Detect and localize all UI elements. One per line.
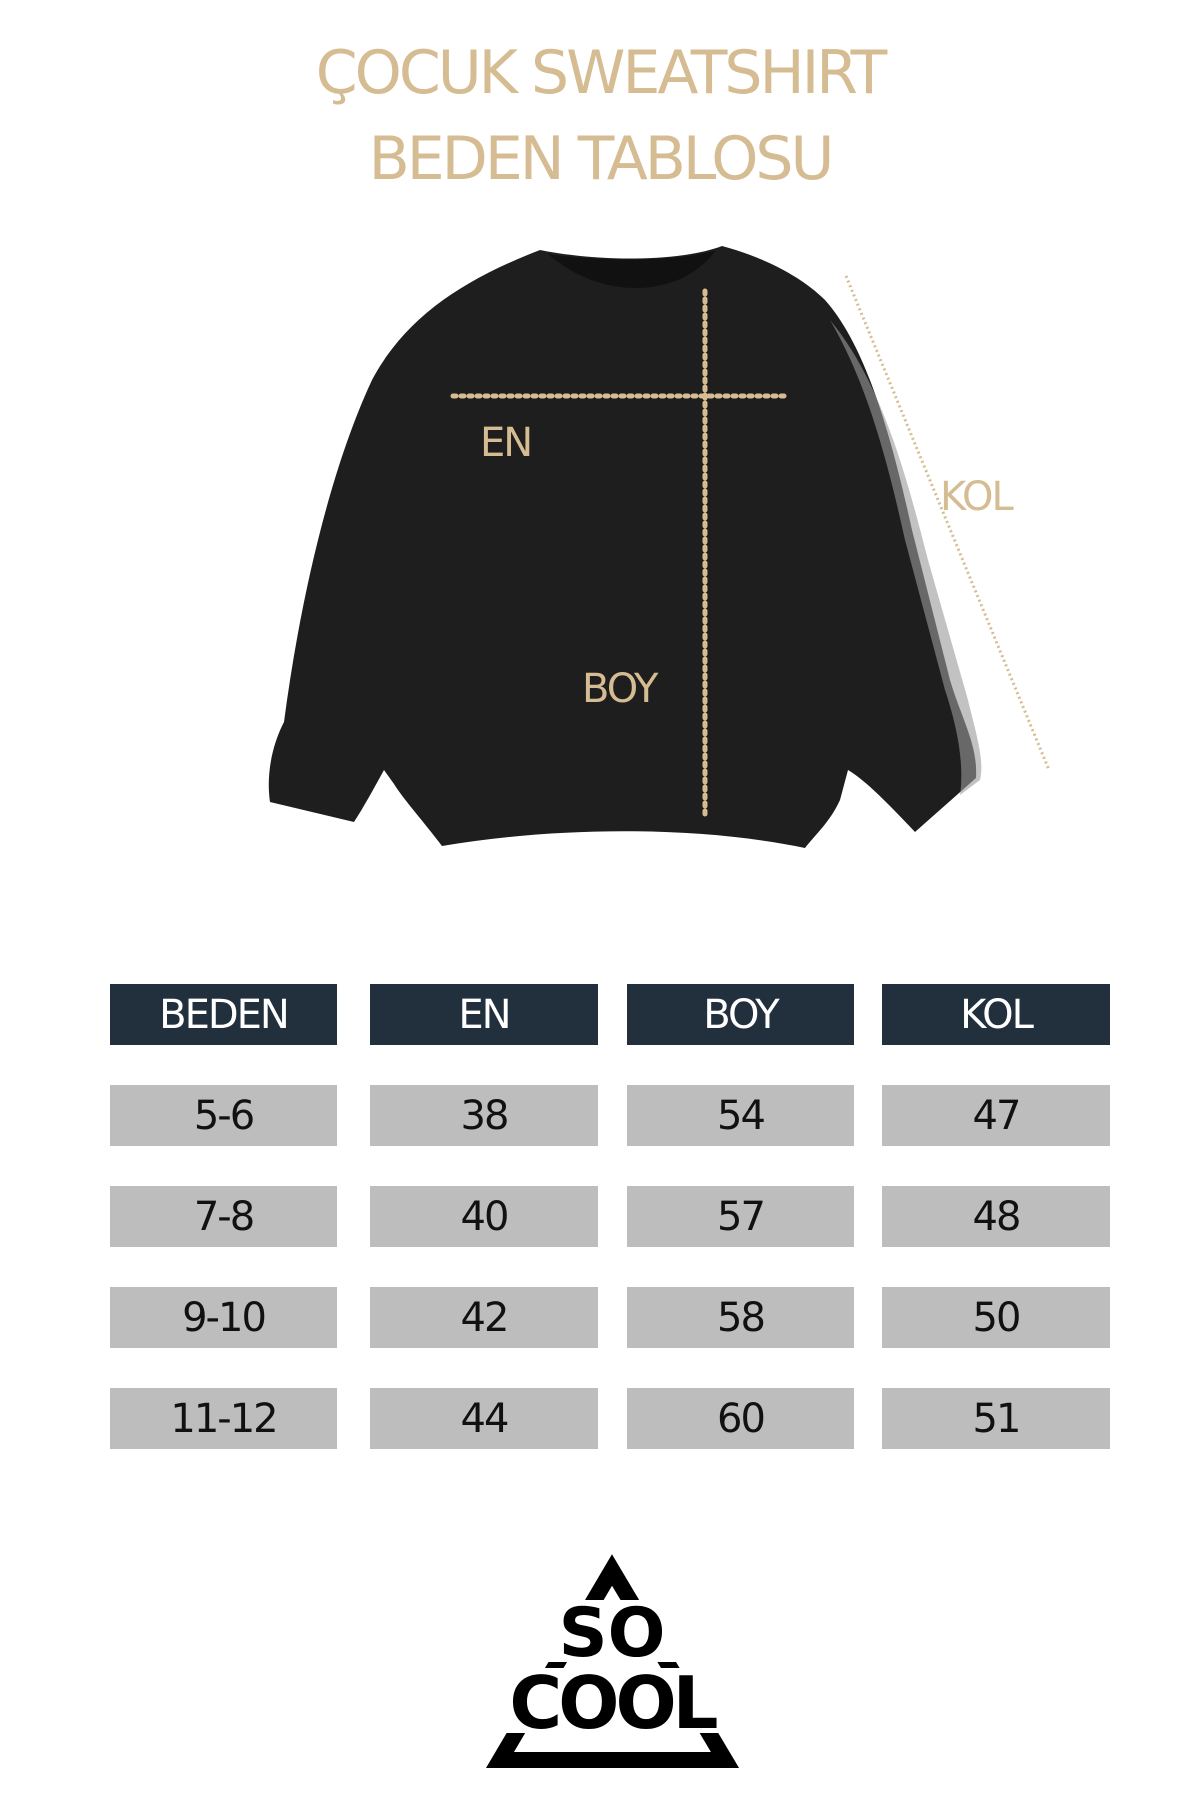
header-kol: KOL [882, 984, 1110, 1045]
table-cell-beden: 11-12 [110, 1388, 337, 1449]
sweatshirt-illustration [268, 246, 1051, 848]
header-en: EN [370, 984, 598, 1045]
table-cell-kol: 50 [882, 1287, 1110, 1348]
table-cell-kol: 51 [882, 1388, 1110, 1449]
kol-measure-line [844, 275, 1051, 771]
table-cell-beden: 9-10 [110, 1287, 337, 1348]
page-title-line2: BEDEN TABLOSU [368, 124, 835, 194]
table-cell-boy: 60 [627, 1388, 854, 1449]
table-cell-en: 42 [370, 1287, 598, 1348]
table-cell-boy: 54 [627, 1085, 854, 1146]
table-cell-kol: 47 [882, 1085, 1110, 1146]
page-title-line1: ÇOCUK SWEATSHIRT [315, 38, 888, 108]
header-beden: BEDEN [110, 984, 337, 1045]
table-cell-en: 40 [370, 1186, 598, 1247]
en-label: EN [480, 420, 533, 466]
table-cell-en: 38 [370, 1085, 598, 1146]
header-boy: BOY [627, 984, 854, 1045]
table-cell-boy: 58 [627, 1287, 854, 1348]
table-cell-beden: 5-6 [110, 1085, 337, 1146]
kol-label: KOL [940, 474, 1014, 520]
table-cell-en: 44 [370, 1388, 598, 1449]
table-cell-kol: 48 [882, 1186, 1110, 1247]
table-cell-beden: 7-8 [110, 1186, 337, 1247]
boy-label: BOY [582, 666, 658, 712]
table-cell-boy: 57 [627, 1186, 854, 1247]
